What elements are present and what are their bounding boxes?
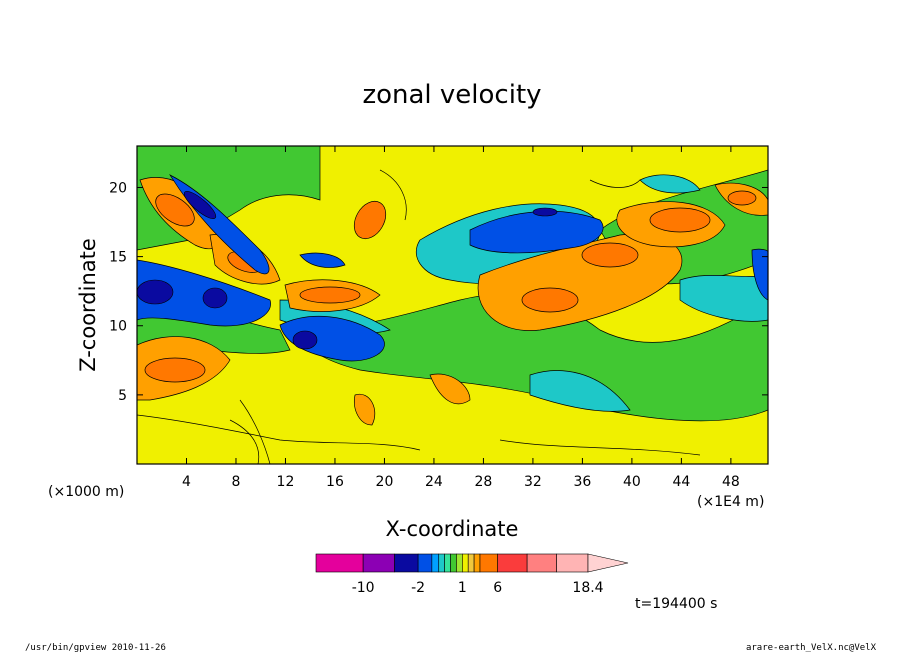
cyan-region-upper-right — [639, 174, 701, 194]
y-tick-label: 10 — [109, 319, 127, 335]
y-unit-label: (×1000 m) — [48, 484, 124, 500]
hot-core-right-center — [581, 242, 639, 268]
colorbar — [315, 553, 629, 573]
hot-cores — [144, 190, 757, 383]
hot-core-upper-right — [649, 207, 711, 233]
x-tick-label: 4 — [182, 474, 191, 490]
chart-title: zonal velocity — [362, 80, 541, 110]
x-tick-label: 44 — [672, 474, 690, 490]
x-axis-label: X-coordinate — [386, 517, 519, 541]
plot-frame — [136, 145, 769, 465]
colorbar-tick-label: 18.4 — [572, 580, 603, 596]
colorbar-tick-labels: -10 -2 1 6 18.4 — [352, 580, 604, 596]
x-tick-label: 28 — [475, 474, 493, 490]
blue-region-upper-center — [469, 210, 604, 254]
warm-region-bottom-left — [354, 393, 376, 426]
hot-core-upper-left — [155, 193, 195, 227]
hot-core-top — [353, 200, 387, 240]
x-tick-label: 36 — [573, 474, 591, 490]
colorbar-segment — [444, 553, 451, 573]
colorbar-segment — [456, 553, 463, 573]
blue-region-top-center — [299, 252, 346, 268]
colorbar-segment — [467, 553, 475, 573]
y-tick-label: 20 — [109, 180, 127, 196]
green-region-center — [299, 293, 768, 422]
colorbar-segment — [473, 553, 481, 573]
x-tick-label: 8 — [232, 474, 241, 490]
colorbar-segment — [450, 553, 457, 573]
dark-core-diagonal — [183, 191, 217, 219]
colorbar-segment — [526, 553, 557, 573]
blue-region-left — [137, 259, 271, 327]
colorbar-tick-label: -2 — [411, 580, 425, 596]
hot-core-left — [144, 357, 206, 383]
x-tick-label: 12 — [277, 474, 295, 490]
cyan-region-lower — [529, 370, 631, 412]
colorbar-segment — [438, 553, 445, 573]
colorbar-tick-label: 1 — [458, 580, 467, 596]
x-tick-label: 40 — [623, 474, 641, 490]
x-tick-label: 16 — [326, 474, 344, 490]
dark-core-upper-center — [532, 207, 558, 217]
y-tick-label: 5 — [118, 388, 127, 404]
contour-line-3 — [229, 419, 260, 464]
dark-core-mid — [202, 287, 228, 309]
colorbar-tick-label: 6 — [493, 580, 502, 596]
colorbar-segment — [479, 553, 498, 573]
colorbar-segment — [362, 553, 395, 573]
time-label: t=194400 s — [635, 596, 717, 612]
warm-region-bottom — [429, 373, 471, 405]
blue-region-far-right — [751, 248, 768, 301]
contour-plot-area — [137, 146, 768, 464]
dark-core-center — [292, 330, 318, 350]
footer-left: /usr/bin/gpview 2010-11-26 — [25, 643, 166, 653]
x-tick-label: 32 — [524, 474, 542, 490]
x-tick-label: 20 — [376, 474, 394, 490]
contour-line-2 — [239, 399, 271, 464]
hot-core-far-right — [727, 190, 757, 206]
dark-blue-cores — [137, 191, 558, 350]
y-tick-label: 15 — [109, 250, 127, 266]
footer-right: arare-earth_VelX.nc@VelX — [746, 643, 877, 653]
y-axis-label: Z-coordinate — [76, 238, 100, 372]
contour-line-1 — [137, 414, 421, 451]
x-unit-label: (×1E4 m) — [697, 494, 764, 510]
x-tick-label: 24 — [425, 474, 443, 490]
x-axis-ticks: 4 8 12 16 20 24 28 32 36 40 44 48 — [182, 146, 740, 490]
contour-line-5 — [379, 169, 407, 221]
x-tick-label: 48 — [722, 474, 740, 490]
contour-line-6 — [589, 179, 641, 188]
y-axis-ticks: 5 10 15 20 — [109, 180, 768, 404]
cyan-region-right — [679, 274, 768, 322]
colorbar-segment — [556, 553, 589, 573]
contour-lines — [137, 169, 701, 464]
colorbar-segment — [431, 553, 440, 573]
dark-core-left — [137, 279, 174, 305]
hot-core-large-center — [521, 287, 579, 313]
colorbar-segment — [315, 553, 364, 573]
colorbar-segment — [462, 553, 469, 573]
contour-line-4 — [499, 439, 701, 456]
colorbar-segment — [497, 553, 528, 573]
colorbar-arrow — [587, 553, 629, 573]
hot-core-center — [299, 286, 361, 304]
colorbar-segment — [394, 553, 419, 573]
colorbar-segment — [417, 553, 433, 573]
blue-region-center — [279, 315, 385, 362]
colorbar-tick-label: -10 — [352, 580, 375, 596]
